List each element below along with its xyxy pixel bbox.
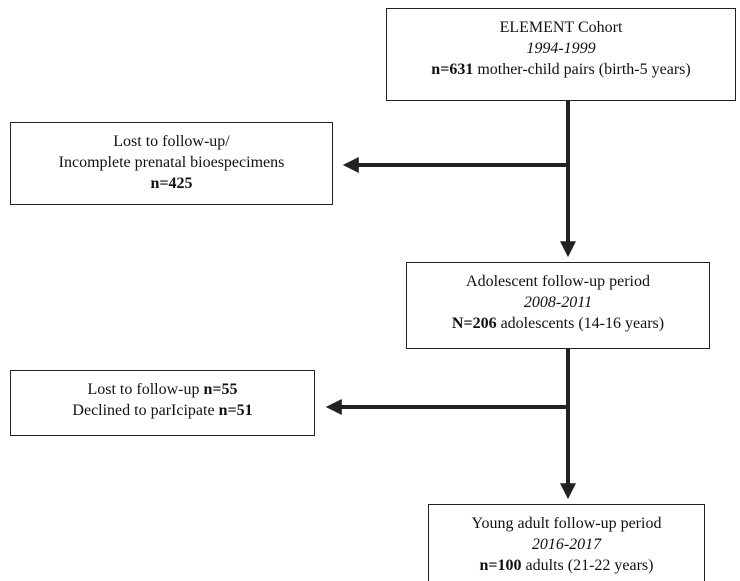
node-count: n=631 [431, 61, 474, 78]
node-period: 2008-2011 [523, 294, 593, 311]
node-period: 2016-2017 [531, 536, 602, 553]
exit-count: n=425 [150, 175, 193, 192]
node-period: 1994-1999 [526, 40, 596, 57]
node-box: Adolescent follow-up period 2008-2011 N=… [406, 262, 710, 349]
exit-label: Lost to follow-up [87, 381, 200, 398]
exit-count: n=51 [218, 402, 253, 419]
node-description: mother-child pairs (birth-5 years) [477, 61, 691, 78]
node-box: Young adult follow-up period 2016-2017 n… [428, 504, 705, 581]
node-description: adolescents (14-16 years) [500, 315, 665, 332]
node-count: n=100 [479, 557, 522, 574]
node-title: Adolescent follow-up period [466, 273, 650, 290]
node-description: adults (21-22 years) [525, 557, 654, 574]
exit-box: Lost to follow-up n=55 Declined to parIc… [10, 370, 315, 436]
node-box: ELEMENT Cohort 1994-1999 n=631 mother-ch… [386, 8, 736, 101]
exit-line: Lost to follow-up/ [113, 133, 230, 150]
exit-count: n=55 [203, 381, 238, 398]
exit-box: Lost to follow-up/ Incomplete prenatal b… [10, 122, 333, 205]
node-title: ELEMENT Cohort [499, 19, 623, 36]
exit-label: Declined to parIcipate [72, 402, 215, 419]
node-title: Young adult follow-up period [471, 515, 662, 532]
exit-line: Incomplete prenatal bioespecimens [58, 154, 285, 171]
node-count: N=206 [451, 315, 497, 332]
